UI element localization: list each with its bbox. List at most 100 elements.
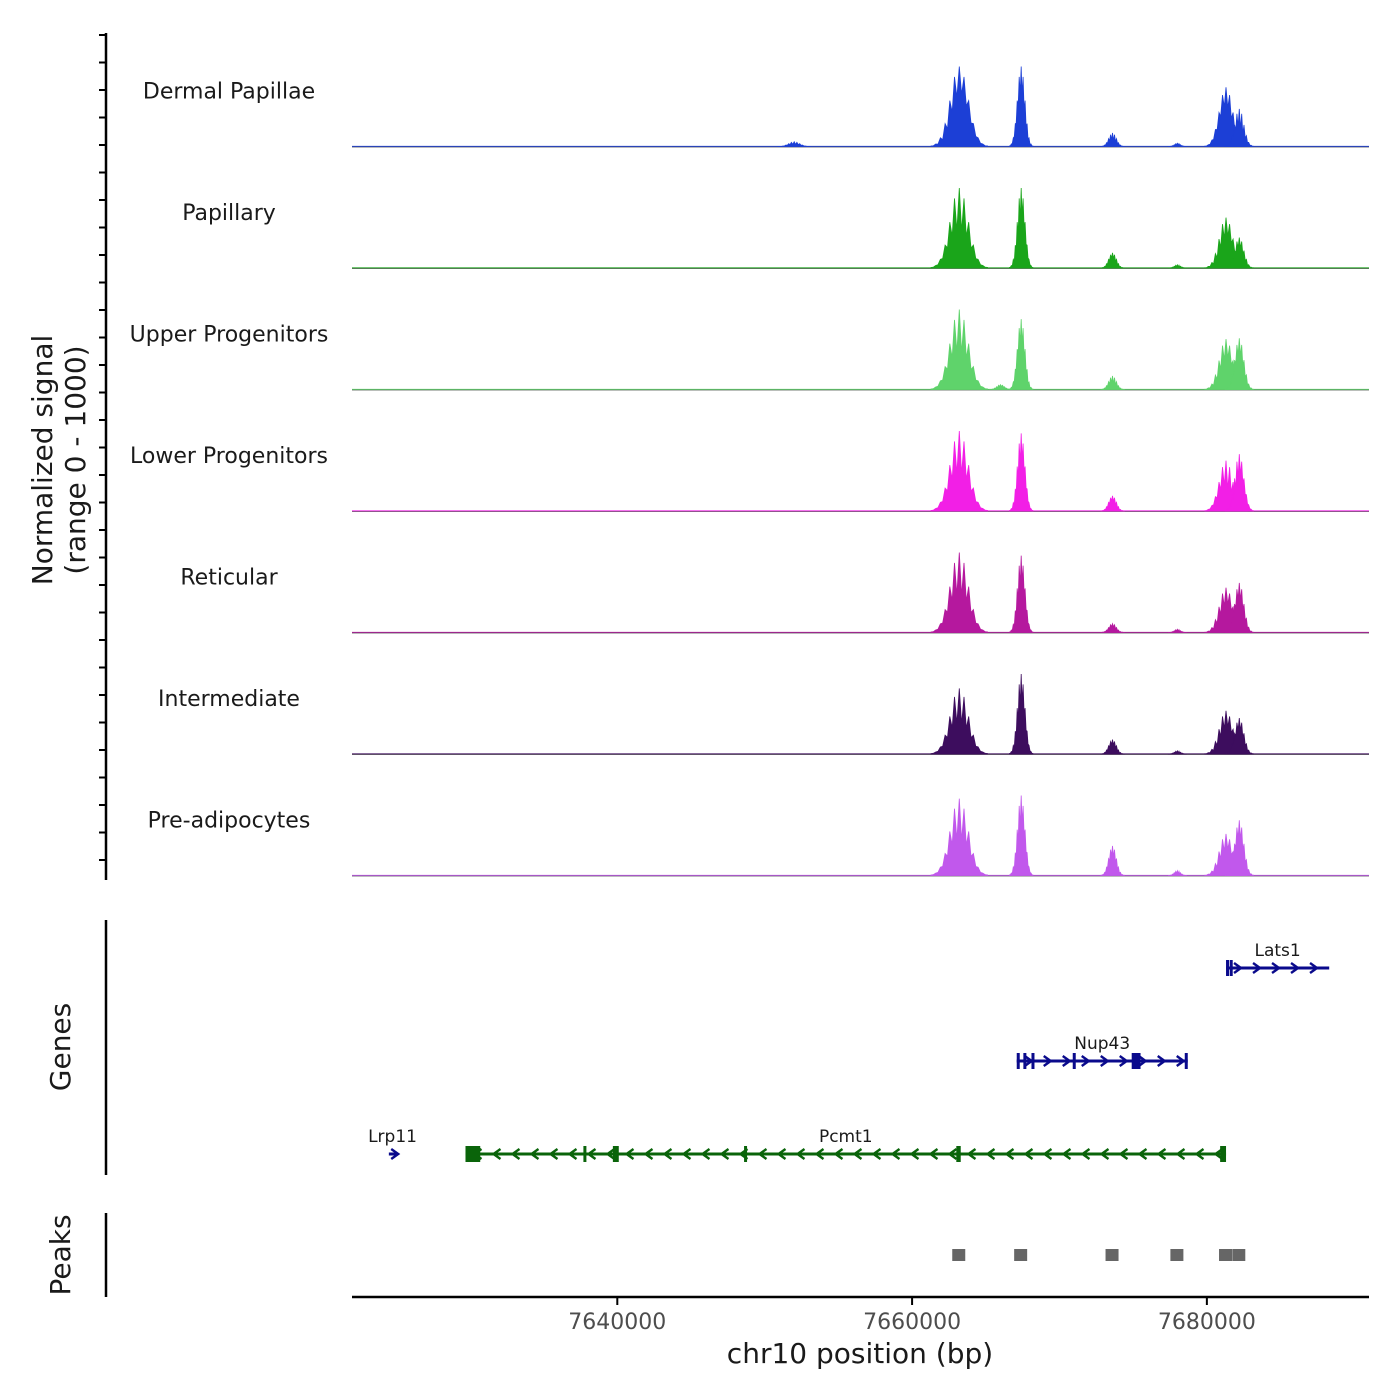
signal-peak bbox=[1224, 454, 1254, 512]
signal-peak bbox=[930, 187, 989, 269]
signal-peak bbox=[1100, 375, 1125, 390]
signal-peak bbox=[988, 383, 1013, 390]
track-intermediate: Intermediate bbox=[158, 673, 1369, 755]
strand-arrow bbox=[1062, 1055, 1072, 1067]
signal-axis-ticks bbox=[99, 34, 106, 861]
signal-peak bbox=[1008, 319, 1034, 390]
strand-arrow bbox=[1271, 962, 1282, 974]
signal-peak bbox=[930, 552, 989, 633]
strand-arrow bbox=[833, 1148, 844, 1160]
signal-peak bbox=[1100, 622, 1125, 633]
strand-arrow bbox=[1080, 1148, 1091, 1160]
strand-arrow bbox=[1194, 1148, 1205, 1160]
gene-pcmt1: Pcmt1 bbox=[465, 1127, 1227, 1162]
strand-arrow bbox=[662, 1148, 673, 1160]
strand-arrow bbox=[1252, 962, 1263, 974]
peaks-panel-label: Peaks bbox=[44, 1214, 77, 1295]
y-axis-label-line2: (range 0 - 1000) bbox=[59, 345, 92, 574]
exon bbox=[583, 1146, 587, 1162]
strand-arrow bbox=[852, 1148, 863, 1160]
strand-arrow bbox=[947, 1148, 958, 1160]
track-upper-progenitors: Upper Progenitors bbox=[130, 309, 1369, 391]
strand-arrow bbox=[871, 1148, 882, 1160]
signal-peak bbox=[1100, 739, 1125, 755]
strand-arrow bbox=[624, 1148, 635, 1160]
signal-peak bbox=[1008, 187, 1034, 269]
strand-arrow bbox=[548, 1148, 559, 1160]
strand-arrow bbox=[814, 1148, 825, 1160]
strand-arrow bbox=[700, 1148, 711, 1160]
strand-arrow bbox=[1043, 1055, 1053, 1067]
x-axis-label: chr10 position (bp) bbox=[727, 1337, 993, 1370]
strand-arrow bbox=[1042, 1148, 1053, 1160]
strand-arrow bbox=[1137, 1148, 1148, 1160]
x-axis-ticks: 7640000 7660000 7680000 bbox=[568, 1297, 1256, 1335]
signal-peak bbox=[930, 798, 989, 876]
strand-arrow bbox=[1309, 962, 1320, 974]
strand-arrow bbox=[491, 1148, 502, 1160]
exon bbox=[956, 1146, 961, 1162]
signal-peak bbox=[1008, 433, 1034, 512]
track-papillary: Papillary bbox=[182, 187, 1369, 269]
strand-arrow bbox=[776, 1148, 787, 1160]
exon bbox=[612, 1146, 619, 1162]
peak-mark bbox=[1232, 1249, 1246, 1261]
strand-arrow bbox=[567, 1148, 578, 1160]
signal-peak bbox=[1167, 628, 1187, 633]
track-label: Reticular bbox=[180, 566, 278, 591]
strand-arrow bbox=[1061, 1148, 1072, 1160]
signal-peak bbox=[1100, 132, 1125, 147]
gene-nup43: Nup43 bbox=[1016, 1034, 1188, 1069]
strand-arrow bbox=[909, 1148, 920, 1160]
signal-peak bbox=[1224, 582, 1254, 633]
peak-mark bbox=[1014, 1249, 1028, 1261]
strand-arrow bbox=[719, 1148, 730, 1160]
x-tick-label: 7640000 bbox=[568, 1310, 666, 1335]
signal-peak bbox=[1224, 717, 1254, 755]
x-tick-label: 7680000 bbox=[1158, 1310, 1256, 1335]
exon bbox=[1031, 1053, 1035, 1069]
signal-peak bbox=[1167, 142, 1187, 147]
signal-peak bbox=[1008, 555, 1034, 633]
strand-arrow bbox=[1099, 1148, 1110, 1160]
genes-panel-label: Genes bbox=[44, 1003, 77, 1091]
signal-peak bbox=[1224, 820, 1254, 876]
strand-arrow bbox=[643, 1148, 654, 1160]
track-label: Pre-adipocytes bbox=[148, 809, 311, 834]
y-axis-label-line1: Normalized signal bbox=[26, 335, 59, 586]
strand-arrow bbox=[1157, 1055, 1167, 1067]
exon bbox=[744, 1146, 748, 1162]
strand-arrow bbox=[1100, 1055, 1110, 1067]
signal-peak bbox=[1224, 237, 1254, 269]
signal-peak bbox=[930, 688, 989, 755]
signal-peak bbox=[1224, 108, 1254, 147]
peak-mark bbox=[1105, 1249, 1119, 1261]
gene-annotation-panel: Lats1 Nup43 Lrp11 Pcmt1 bbox=[368, 941, 1330, 1162]
strand-arrow bbox=[928, 1148, 939, 1160]
exon bbox=[1226, 960, 1230, 976]
track-label: Upper Progenitors bbox=[130, 323, 329, 348]
peak-mark bbox=[1219, 1249, 1233, 1261]
strand-arrow bbox=[1176, 1055, 1186, 1067]
gene-lrp11: Lrp11 bbox=[368, 1127, 417, 1160]
strand-arrow bbox=[1175, 1148, 1186, 1160]
strand-arrow bbox=[1081, 1055, 1091, 1067]
exon bbox=[1184, 1053, 1188, 1069]
gene-label: Lrp11 bbox=[368, 1127, 417, 1147]
peak-mark bbox=[1170, 1249, 1184, 1261]
signal-peak bbox=[1008, 673, 1034, 755]
strand-arrow bbox=[795, 1148, 806, 1160]
track-reticular: Reticular bbox=[180, 552, 1369, 634]
strand-arrow bbox=[1023, 1148, 1034, 1160]
strand-arrow bbox=[757, 1148, 768, 1160]
signal-peak bbox=[1167, 749, 1187, 755]
track-label: Papillary bbox=[182, 201, 276, 226]
strand-arrow bbox=[985, 1148, 996, 1160]
strand-arrow bbox=[510, 1148, 521, 1160]
strand-arrow bbox=[681, 1148, 692, 1160]
signal-peak bbox=[777, 140, 811, 147]
gene-label: Pcmt1 bbox=[819, 1127, 873, 1147]
strand-arrow bbox=[890, 1148, 901, 1160]
